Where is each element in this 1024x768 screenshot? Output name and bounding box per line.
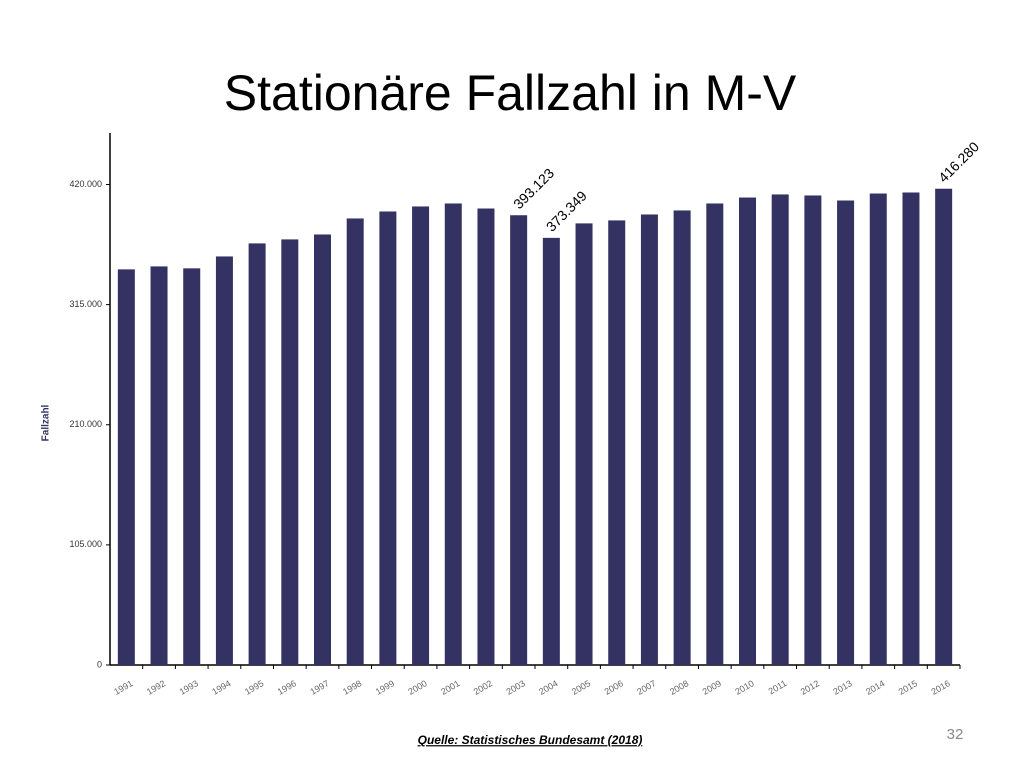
x-tick-label: 2009	[701, 678, 723, 697]
bar	[608, 220, 626, 665]
bar	[477, 208, 495, 665]
bar	[935, 188, 953, 665]
x-tick-label: 1997	[308, 678, 330, 697]
bar	[739, 197, 756, 665]
bar	[673, 210, 691, 665]
bar	[379, 211, 397, 665]
x-tick-label: 2011	[767, 678, 789, 696]
x-tick-label: 2013	[831, 678, 853, 697]
x-tick-label: 2005	[570, 678, 592, 697]
bar	[869, 193, 887, 665]
x-tick-label: 2003	[504, 678, 526, 697]
bar	[412, 206, 430, 665]
y-tick-label: 315.000	[69, 299, 102, 309]
value-label: 416.280	[935, 138, 982, 185]
bar	[837, 200, 855, 665]
bar	[248, 243, 266, 665]
x-tick-label: 2007	[635, 678, 657, 697]
bar	[117, 269, 135, 665]
source-note: Quelle: Statistisches Bundesamt (2018)	[418, 733, 643, 747]
bar	[444, 203, 462, 665]
bar	[575, 223, 593, 665]
x-tick-label: 2008	[668, 678, 690, 697]
bar	[804, 195, 822, 665]
x-tick-label: 2012	[799, 678, 821, 697]
x-tick-label: 2001	[439, 678, 461, 697]
x-tick-label: 2015	[897, 678, 919, 697]
x-tick-label: 1994	[210, 678, 232, 697]
bar	[510, 215, 528, 666]
bar	[902, 192, 920, 665]
x-tick-label: 2000	[406, 678, 428, 697]
y-tick-label: 420.000	[69, 179, 102, 189]
x-tick-label: 2010	[733, 678, 755, 697]
y-tick-label: 105.000	[69, 539, 102, 549]
x-tick-label: 2016	[929, 678, 951, 697]
bar	[771, 194, 789, 665]
bar	[150, 266, 168, 665]
slide-title: Stationäre Fallzahl in M-V	[224, 65, 797, 121]
x-tick-label: 1998	[341, 678, 363, 697]
y-axis-label: Fallzahl	[41, 404, 52, 441]
x-tick-label: 2006	[603, 678, 625, 697]
x-tick-label: 1996	[276, 678, 298, 697]
page-number: 32	[947, 726, 964, 743]
bar	[542, 237, 560, 665]
x-tick-label: 1993	[178, 678, 200, 697]
x-tick-label: 1995	[243, 678, 265, 697]
x-tick-label: 2014	[864, 678, 886, 697]
x-tick-label: 2004	[537, 678, 559, 697]
x-tick-label: 1999	[374, 678, 396, 697]
y-tick-label: 0	[97, 659, 102, 669]
x-tick-label: 1991	[112, 678, 134, 697]
bar	[281, 239, 299, 665]
y-tick-label: 210.000	[69, 419, 102, 429]
bar	[183, 268, 201, 665]
bar	[215, 256, 233, 665]
x-tick-label: 2002	[472, 678, 494, 697]
bar	[706, 203, 724, 665]
bar	[640, 214, 658, 665]
value-label: 393.123	[510, 165, 557, 212]
bar	[346, 218, 364, 665]
bar	[314, 234, 331, 666]
x-tick-label: 1992	[145, 678, 167, 697]
